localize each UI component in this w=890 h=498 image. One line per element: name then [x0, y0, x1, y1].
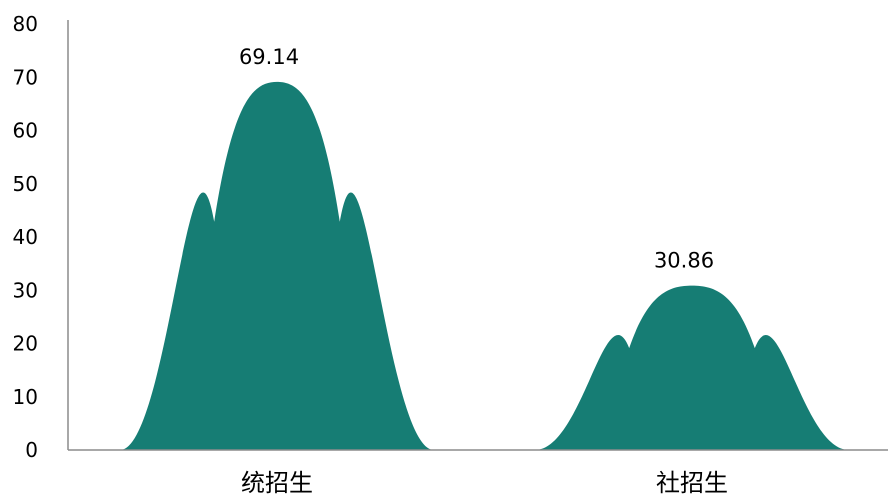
y-tick-label: 40: [13, 225, 38, 249]
peak-2: [535, 285, 849, 450]
peak-series: [120, 81, 849, 450]
data-label: 69.14: [239, 45, 299, 69]
y-axis-tick-labels: 0 10 20 30 40 50 60 70 80: [13, 12, 38, 462]
y-tick-label: 60: [13, 119, 38, 143]
data-label: 30.86: [654, 249, 714, 273]
y-tick-label: 50: [13, 172, 38, 196]
y-tick-label: 0: [25, 438, 38, 462]
y-tick-label: 20: [13, 332, 38, 356]
category-label: 社招生: [656, 469, 728, 497]
y-tick-label: 10: [13, 385, 38, 409]
peak-1: [120, 81, 434, 450]
y-tick-label: 30: [13, 278, 38, 302]
x-axis-category-labels: 统招生 社招生: [241, 469, 728, 497]
category-label: 统招生: [241, 469, 313, 497]
data-labels: 69.14 30.86: [239, 45, 714, 273]
y-tick-label: 80: [13, 12, 38, 36]
y-tick-label: 70: [13, 65, 38, 89]
